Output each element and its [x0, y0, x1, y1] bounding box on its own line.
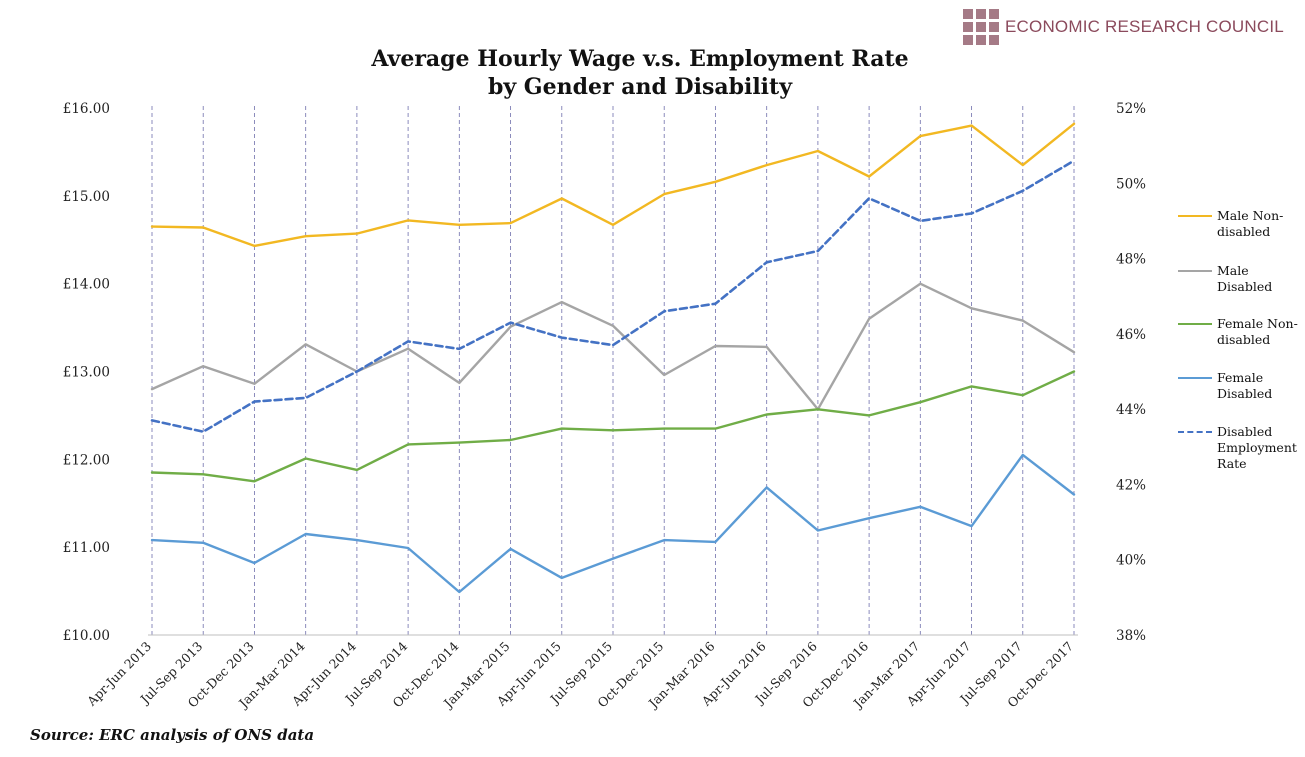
y-right-tick-label: 44%	[1116, 402, 1146, 418]
legend-label: Female Non-disabled	[1217, 316, 1298, 347]
brand-header: ECONOMIC RESEARCH COUNCIL	[963, 6, 1284, 48]
legend-swatch	[1178, 377, 1212, 379]
legend-label: Male Non-disabled	[1217, 208, 1284, 239]
brand-squares-icon	[963, 9, 999, 45]
legend-swatch	[1178, 270, 1212, 272]
source-note: Source: ERC analysis of ONS data	[30, 726, 315, 744]
brand-name: ECONOMIC RESEARCH COUNCIL	[1005, 17, 1284, 36]
legend-label: Male Disabled	[1217, 263, 1273, 294]
y-left-tick-label: £14.00	[63, 277, 110, 293]
legend-swatch	[1178, 323, 1212, 325]
series-line-disabled-employment-rate	[150, 159, 1076, 434]
y-left-tick-label: £10.00	[63, 628, 110, 644]
y-right-tick-label: 46%	[1116, 327, 1146, 343]
series-line-female-non-disabled	[150, 370, 1076, 483]
legend-swatch	[1178, 431, 1212, 433]
series-line-female-disabled	[150, 453, 1076, 594]
series-line-male-non-disabled	[150, 122, 1076, 248]
y-left-tick-label: £15.00	[63, 189, 110, 205]
y-right-tick-label: 40%	[1116, 553, 1146, 569]
legend-swatch	[1178, 215, 1212, 217]
series-line-male-disabled	[150, 282, 1076, 411]
y-right-tick-label: 50%	[1116, 176, 1146, 192]
chart-title-line2: by Gender and Disability	[487, 74, 792, 100]
y-left-tick-label: £11.00	[63, 540, 110, 556]
y-left-tick-label: £12.00	[63, 452, 110, 468]
y-left-tick-label: £13.00	[63, 365, 110, 381]
legend-label: Disabled Employment Rate	[1217, 424, 1297, 471]
y-right-tick-label: 48%	[1116, 252, 1146, 268]
y-right-tick-label: 52%	[1116, 101, 1146, 117]
y-right-tick-label: 42%	[1116, 477, 1146, 493]
legend-label: Female Disabled	[1217, 370, 1273, 401]
y-left-tick-label: £16.00	[63, 101, 110, 117]
chart-title-line1: Average Hourly Wage v.s. Employment Rate	[371, 46, 909, 72]
y-right-tick-label: 38%	[1116, 628, 1146, 644]
